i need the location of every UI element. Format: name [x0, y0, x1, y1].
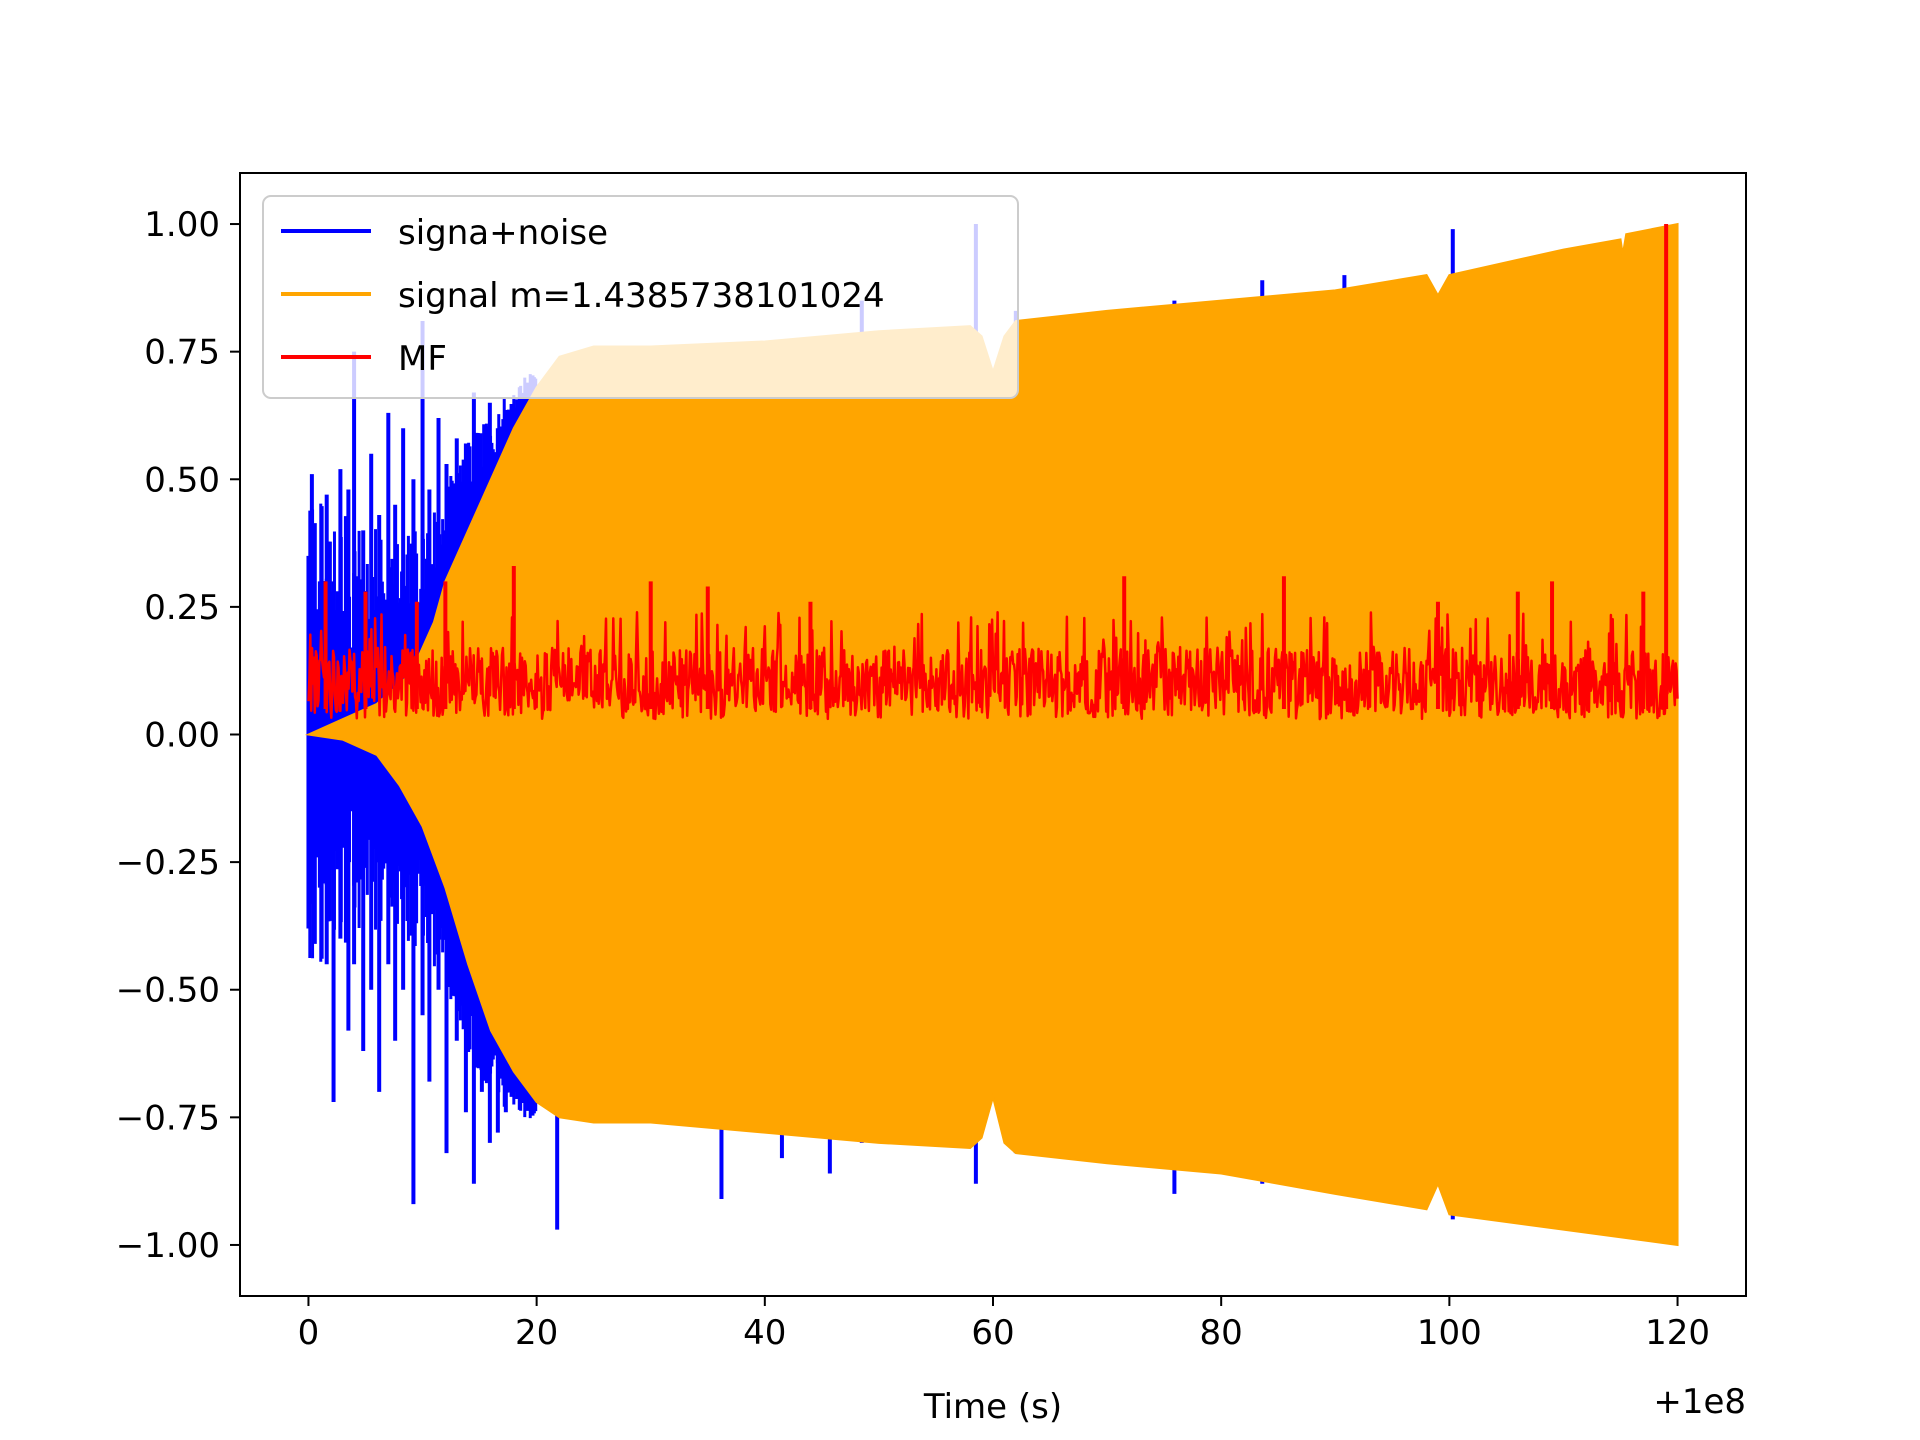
legend-label-signal: signal m=1.4385738101024 [398, 276, 885, 316]
y-tick-label: −0.75 [116, 1098, 220, 1138]
x-tick-label: 60 [971, 1313, 1014, 1353]
x-axis-title: Time (s) [923, 1387, 1062, 1427]
y-tick-label: 0.50 [144, 460, 220, 500]
x-tick-label: 80 [1200, 1313, 1243, 1353]
x-tick-label: 0 [298, 1313, 320, 1353]
x-tick-label: 120 [1645, 1313, 1710, 1353]
y-tick-label: 1.00 [144, 205, 220, 245]
legend-label-signal-noise: signa+noise [398, 213, 608, 253]
y-tick-label: −0.25 [116, 843, 220, 883]
y-axis: 1.00 0.75 0.50 0.25 0.00 −0.25 −0.50 −0.75 −1.00 [116, 205, 240, 1266]
x-tick-label: 20 [515, 1313, 558, 1353]
series-mf [307, 224, 1679, 721]
x-axis: 0 20 40 60 80 100 120 [298, 1296, 1710, 1353]
x-axis-offset-label: +1e8 [1653, 1382, 1746, 1422]
x-tick-label: 40 [743, 1313, 786, 1353]
legend-label-mf: MF [398, 339, 447, 379]
mf-trace [307, 610, 1679, 721]
x-tick-label: 100 [1417, 1313, 1482, 1353]
legend: signa+noise signal m=1.4385738101024 MF [262, 195, 1019, 399]
y-tick-label: −1.00 [116, 1226, 220, 1266]
y-tick-label: 0.00 [144, 716, 220, 756]
legend-box [262, 195, 1019, 399]
y-tick-label: −0.50 [116, 971, 220, 1011]
y-tick-label: 0.25 [144, 588, 220, 628]
y-tick-label: 0.75 [144, 333, 220, 373]
